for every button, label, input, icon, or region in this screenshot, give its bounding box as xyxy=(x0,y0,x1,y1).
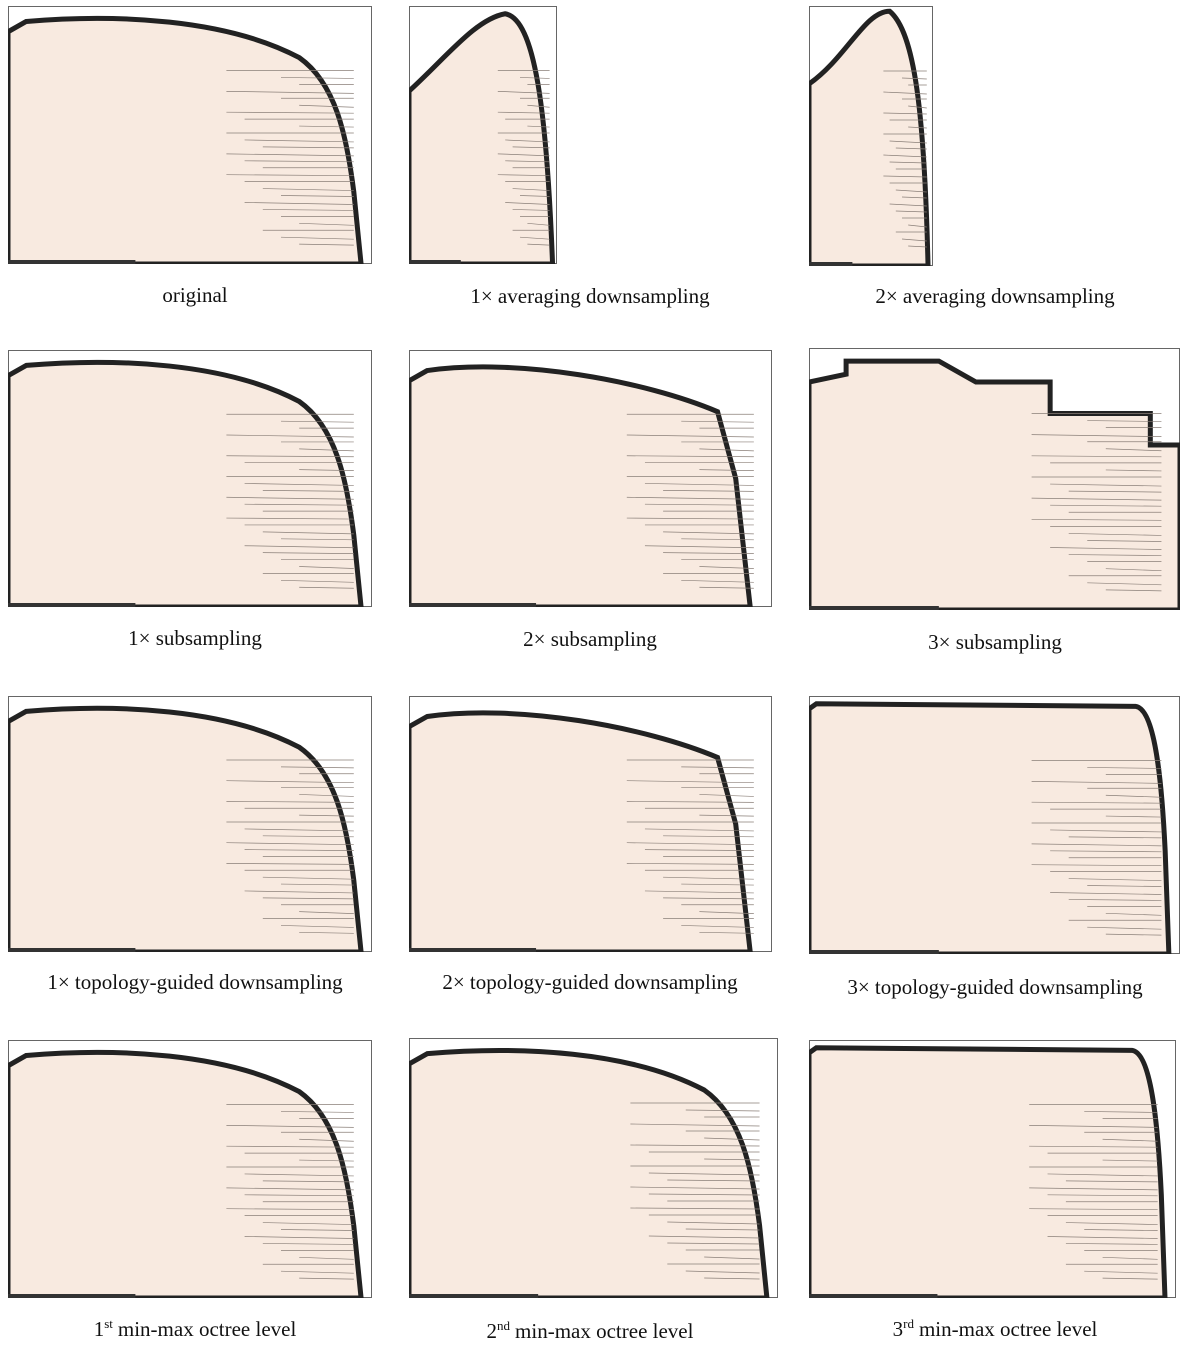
rendering xyxy=(8,350,372,607)
caption-text: 2 xyxy=(487,1319,498,1343)
caption-text: min-max octree level xyxy=(118,1317,296,1341)
bottom-edge xyxy=(8,603,135,607)
caption-text: 1× subsampling xyxy=(128,626,262,650)
rendering xyxy=(8,1040,372,1298)
bottom-edge xyxy=(409,948,536,952)
bottom-edge xyxy=(809,950,939,954)
caption-text: nd xyxy=(497,1318,510,1333)
surface xyxy=(809,1048,1165,1298)
bottom-edge xyxy=(809,606,939,610)
caption-text: 1 xyxy=(94,1317,105,1341)
rendering xyxy=(409,6,557,264)
surface xyxy=(809,704,1169,954)
caption-text: min-max octree level xyxy=(919,1317,1097,1341)
caption: 1× topology-guided downsampling xyxy=(0,970,395,995)
rendering xyxy=(409,350,772,607)
caption-text: 3× topology-guided downsampling xyxy=(847,975,1142,999)
bottom-edge xyxy=(409,260,461,264)
bottom-edge xyxy=(8,1294,135,1298)
bottom-edge xyxy=(809,262,852,266)
bottom-edge xyxy=(409,1294,538,1298)
caption: 3× subsampling xyxy=(795,630,1181,655)
rendering xyxy=(809,6,933,266)
rendering xyxy=(409,1038,778,1298)
caption-text: min-max octree level xyxy=(515,1319,693,1343)
caption-text: st xyxy=(104,1316,113,1331)
rendering xyxy=(8,6,372,264)
caption: 1× subsampling xyxy=(0,626,395,651)
caption: 2nd min-max octree level xyxy=(390,1318,790,1344)
figure: original 1× averaging downsampling 2× aver… xyxy=(0,0,1181,1345)
caption: 2× averaging downsampling xyxy=(795,284,1181,309)
rendering xyxy=(809,1040,1176,1298)
bottom-edge xyxy=(409,603,536,607)
rendering xyxy=(409,696,772,952)
caption: 2× topology-guided downsampling xyxy=(390,970,790,995)
caption-text: 1× averaging downsampling xyxy=(470,284,709,308)
caption-text: 3× subsampling xyxy=(928,630,1062,654)
rendering xyxy=(8,696,372,952)
caption: 2× subsampling xyxy=(390,627,790,652)
caption: 1× averaging downsampling xyxy=(390,284,790,309)
caption: 1st min-max octree level xyxy=(0,1316,395,1342)
caption-text: 2× subsampling xyxy=(523,627,657,651)
rendering xyxy=(809,696,1180,954)
caption-text: 2× topology-guided downsampling xyxy=(442,970,737,994)
caption: 3× topology-guided downsampling xyxy=(795,975,1181,1000)
caption-text: 3 xyxy=(893,1317,904,1341)
caption: original xyxy=(0,283,395,308)
caption: 3rd min-max octree level xyxy=(795,1316,1181,1342)
caption-text: 1× topology-guided downsampling xyxy=(47,970,342,994)
bottom-edge xyxy=(809,1294,937,1298)
caption-text: 2× averaging downsampling xyxy=(875,284,1114,308)
caption-text: original xyxy=(162,283,227,307)
bottom-edge xyxy=(8,260,135,264)
rendering xyxy=(809,348,1180,610)
caption-text: rd xyxy=(903,1316,914,1331)
bottom-edge xyxy=(8,948,135,952)
